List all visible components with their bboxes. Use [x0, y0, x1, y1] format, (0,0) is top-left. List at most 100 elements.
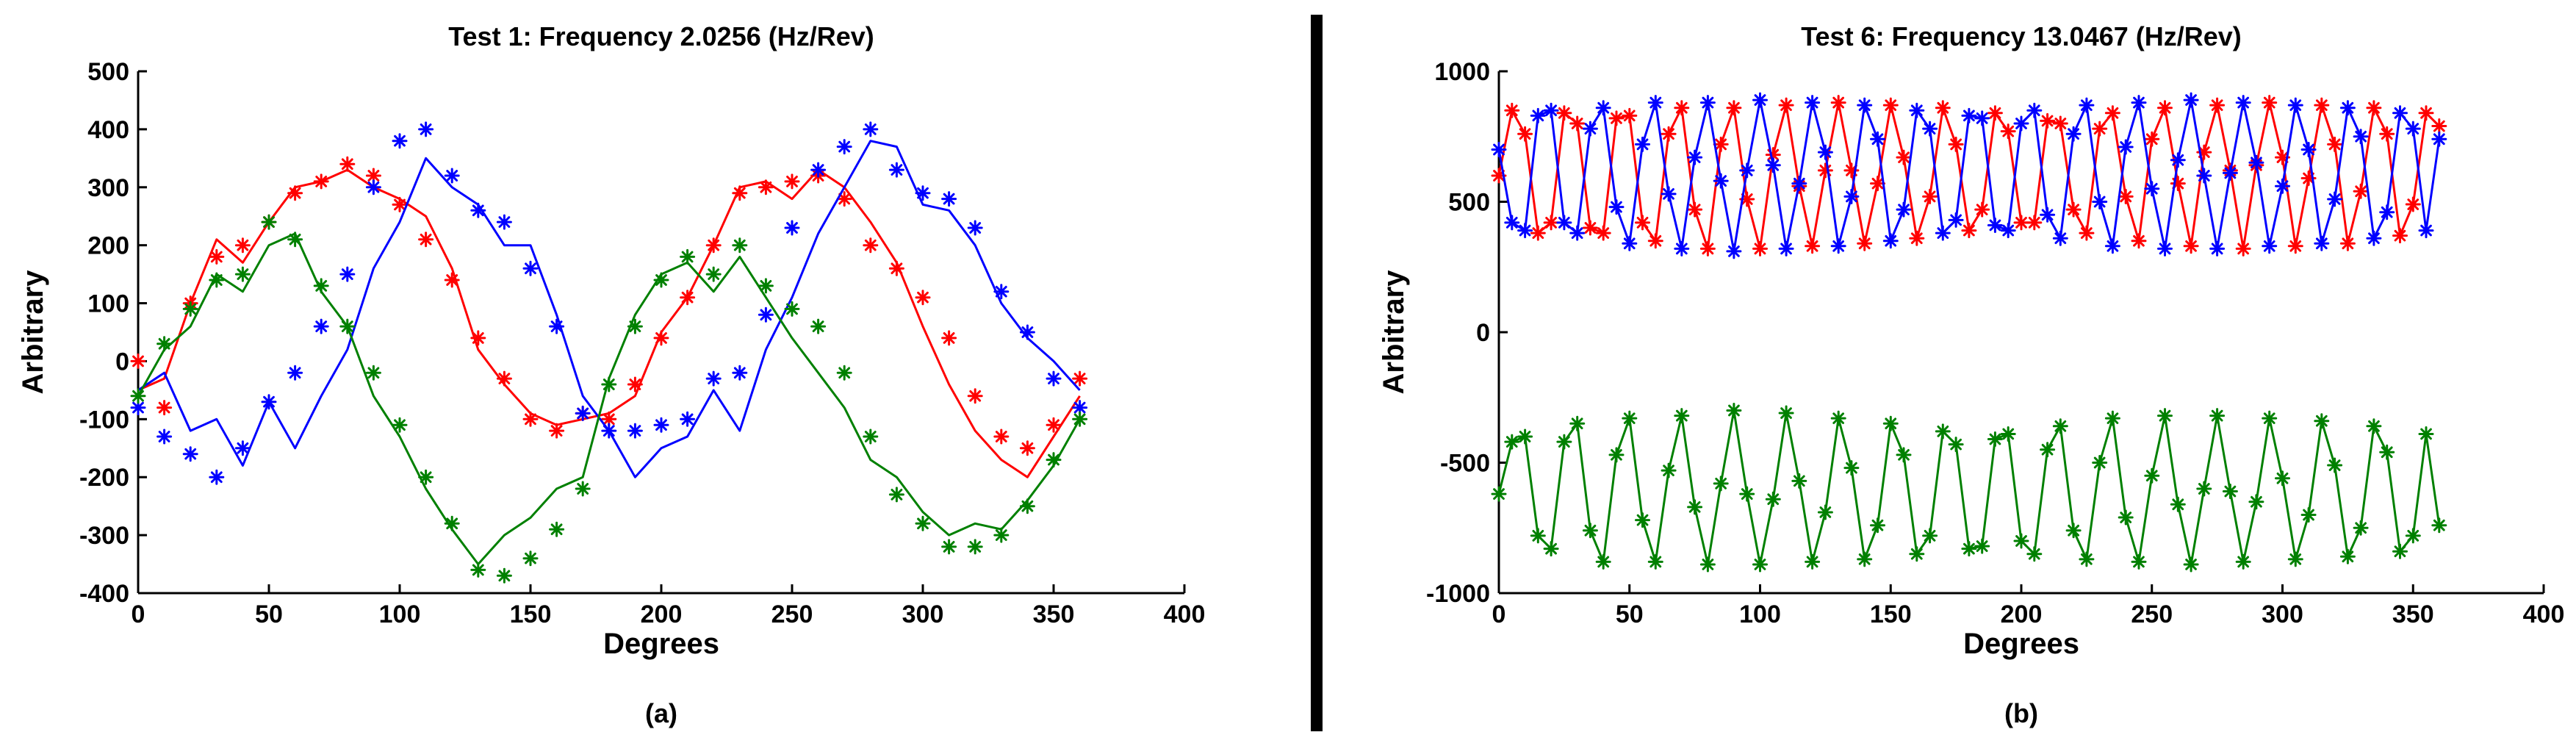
plot-area-b — [1491, 92, 2447, 573]
marker-blue-fit — [601, 423, 617, 439]
marker-red-fit — [915, 290, 931, 306]
marker-green — [1896, 447, 1912, 463]
marker-green-fit — [313, 278, 329, 294]
marker-green — [2183, 556, 2199, 573]
marker-green — [1948, 437, 1964, 453]
marker-blue — [2275, 178, 2290, 194]
marker-green — [2366, 418, 2382, 434]
marker-green-fit — [627, 318, 643, 334]
marker-red — [2157, 100, 2173, 116]
marker-blue — [2209, 240, 2226, 257]
marker-red-fit — [156, 400, 173, 416]
marker-red-fit — [1072, 370, 1088, 387]
marker-red — [1622, 107, 1638, 123]
marker-red — [2366, 100, 2382, 116]
marker-red — [1909, 230, 1925, 246]
marker-green-fit — [444, 515, 460, 531]
marker-blue — [1909, 102, 1925, 118]
marker-red — [1713, 136, 1729, 152]
marker-blue-fit — [156, 428, 173, 445]
marker-green — [1517, 428, 1533, 445]
marker-blue — [2287, 97, 2303, 113]
marker-red — [1569, 115, 1586, 132]
marker-green — [2144, 467, 2160, 484]
marker-green — [1530, 528, 1546, 544]
x-tick-label-b: 150 — [1870, 600, 1912, 628]
marker-red — [2092, 121, 2108, 137]
marker-red-fit — [522, 411, 539, 427]
marker-red — [1870, 176, 1885, 192]
marker-blue — [2040, 207, 2056, 223]
marker-red — [1517, 126, 1533, 142]
marker-green — [1752, 556, 1768, 573]
marker-green — [2314, 413, 2330, 429]
marker-red-fit — [313, 173, 329, 190]
marker-green-fit — [365, 365, 381, 381]
marker-green — [1699, 556, 1716, 573]
marker-blue-fit — [365, 179, 381, 196]
x-tick-label-a: 400 — [1164, 600, 1206, 628]
marker-red-fit — [209, 248, 225, 265]
marker-red — [1699, 240, 1716, 257]
marker-blue-fit — [287, 365, 303, 381]
y-axis-title-b: Arbitrary — [1378, 270, 1410, 395]
marker-green — [1830, 410, 1846, 426]
x-tick-label-b: 250 — [2131, 600, 2173, 628]
y-tick-label-b: -1000 — [1426, 580, 1490, 608]
marker-red-fit — [444, 272, 460, 288]
marker-blue — [1843, 188, 1860, 204]
marker-blue-fit — [182, 446, 198, 462]
marker-green — [2339, 548, 2356, 564]
marker-blue-fit — [810, 162, 827, 178]
marker-red — [2079, 225, 2095, 241]
marker-blue — [2144, 181, 2160, 197]
marker-blue — [2327, 191, 2343, 207]
marker-blue — [2052, 230, 2068, 246]
x-tick-label-b: 400 — [2523, 600, 2565, 628]
marker-red-fit — [496, 370, 512, 387]
marker-blue — [1922, 121, 1938, 137]
marker-blue — [1896, 201, 1912, 218]
y-tick-label-b: -500 — [1440, 450, 1490, 478]
marker-red-fit — [130, 353, 146, 369]
marker-green — [1987, 431, 2003, 447]
marker-green — [1909, 546, 1925, 562]
marker-blue-fit — [1046, 370, 1062, 387]
marker-red — [1582, 220, 1598, 236]
marker-red — [1504, 102, 1520, 118]
y-tick-label-b: 1000 — [1434, 58, 1490, 86]
marker-blue-fit — [732, 365, 748, 381]
marker-red — [2052, 115, 2068, 132]
x-tick-label-a: 350 — [1033, 600, 1075, 628]
marker-blue — [2314, 235, 2330, 251]
x-tick-label-b: 50 — [1616, 600, 1644, 628]
marker-green-fit — [1046, 452, 1062, 468]
marker-green-fit — [680, 248, 696, 265]
marker-blue-fit — [758, 306, 774, 323]
plot-area-a — [130, 121, 1088, 584]
marker-blue — [1870, 131, 1885, 147]
marker-blue — [1830, 238, 1846, 254]
marker-green — [1622, 410, 1638, 426]
marker-blue — [1608, 199, 1625, 215]
marker-green-fit — [1019, 498, 1035, 514]
marker-red — [2418, 105, 2434, 121]
marker-blue-fit — [261, 394, 277, 410]
marker-blue — [1726, 243, 1742, 259]
marker-blue — [1778, 240, 1794, 257]
marker-red-fit — [705, 237, 722, 254]
marker-blue — [2392, 105, 2408, 121]
marker-red-fit — [287, 185, 303, 201]
y-tick-label-a: 100 — [87, 290, 129, 318]
marker-green — [2065, 523, 2082, 539]
marker-red-fit — [967, 388, 983, 404]
marker-red-fit — [993, 428, 1010, 445]
marker-blue-fit — [313, 318, 329, 334]
marker-blue — [1791, 176, 1807, 192]
marker-blue — [2013, 115, 2029, 132]
marker-red-fit — [627, 376, 643, 392]
marker-blue-fit — [234, 440, 251, 456]
y-tick-label-a: 0 — [115, 348, 129, 376]
marker-blue — [2353, 129, 2369, 145]
